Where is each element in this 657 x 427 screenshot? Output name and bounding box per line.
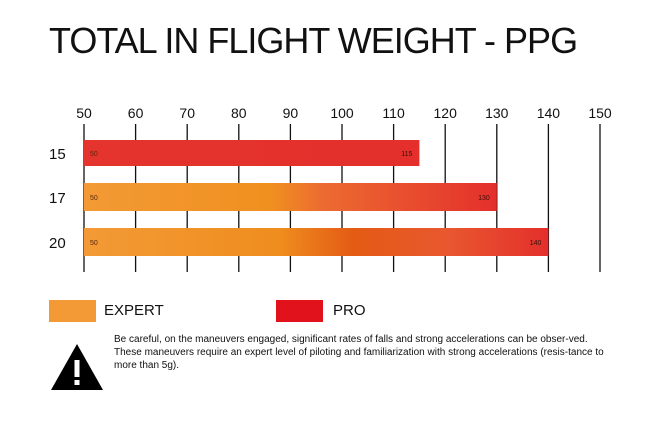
category-label-20: 20 bbox=[49, 235, 66, 252]
x-tick-label: 90 bbox=[283, 105, 299, 121]
bar-start-label: 50 bbox=[90, 195, 98, 202]
legend-swatch-pro bbox=[276, 300, 323, 322]
category-label-15: 15 bbox=[49, 146, 66, 163]
x-tick-label: 100 bbox=[330, 105, 354, 121]
warning-triangle-icon bbox=[51, 344, 103, 390]
bar-start-label: 50 bbox=[90, 240, 98, 247]
x-tick-label: 110 bbox=[382, 105, 405, 121]
bar-20 bbox=[84, 228, 549, 256]
bar-start-label: 50 bbox=[90, 151, 98, 158]
bar-15 bbox=[84, 140, 420, 166]
x-tick-label: 50 bbox=[76, 105, 92, 121]
legend-label-expert: EXPERT bbox=[104, 302, 164, 319]
warning-line-2: These maneuvers require an expert level … bbox=[114, 347, 604, 371]
bar-end-label: 130 bbox=[478, 195, 490, 202]
x-tick-label: 120 bbox=[434, 105, 458, 121]
x-tick-label: 150 bbox=[588, 105, 612, 121]
chart-title: TOTAL IN FLIGHT WEIGHT - PPG bbox=[49, 20, 578, 61]
x-tick-label: 130 bbox=[485, 105, 509, 121]
bar-end-label: 115 bbox=[401, 151, 412, 158]
x-tick-label: 80 bbox=[231, 105, 247, 121]
legend-swatch-expert bbox=[49, 300, 96, 322]
category-label-17: 17 bbox=[49, 190, 66, 207]
bar-17 bbox=[84, 183, 497, 211]
x-tick-label: 60 bbox=[128, 105, 144, 121]
x-tick-label: 140 bbox=[537, 105, 561, 121]
x-tick-label: 70 bbox=[179, 105, 195, 121]
warning-line-1: Be careful, on the maneuvers engaged, si… bbox=[114, 334, 588, 345]
bar-end-label: 140 bbox=[530, 240, 542, 247]
warning-text: Be careful, on the maneuvers engaged, si… bbox=[114, 333, 614, 372]
chart-plot: 50 115 50 130 50 140 50 60 70 80 90 100 110 120 130 14… bbox=[49, 105, 612, 272]
legend-label-pro: PRO bbox=[333, 302, 366, 319]
